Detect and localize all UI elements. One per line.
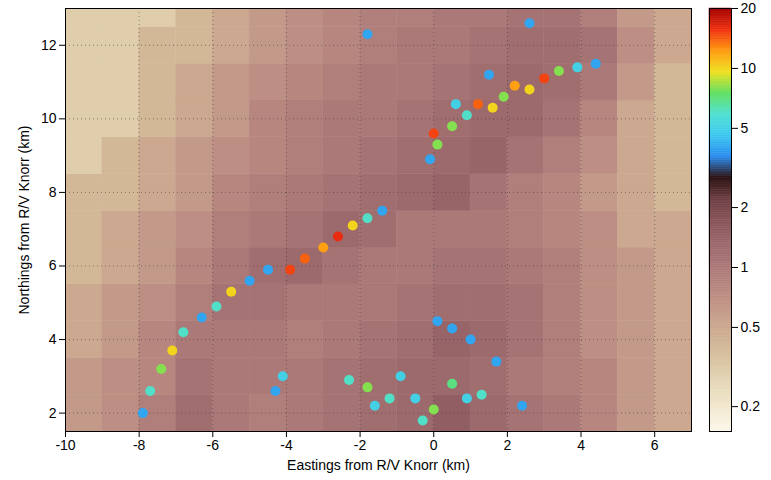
svg-text:0.2: 0.2 xyxy=(741,398,761,414)
svg-text:2: 2 xyxy=(49,405,57,421)
svg-text:10: 10 xyxy=(741,60,757,76)
svg-text:6: 6 xyxy=(651,437,659,453)
svg-text:5: 5 xyxy=(741,120,749,136)
svg-text:4: 4 xyxy=(49,331,57,347)
svg-text:-2: -2 xyxy=(354,437,367,453)
svg-text:2: 2 xyxy=(741,199,749,215)
svg-text:-10: -10 xyxy=(55,437,75,453)
svg-text:-6: -6 xyxy=(207,437,220,453)
svg-text:1: 1 xyxy=(741,259,749,275)
svg-text:Eastings from R/V Knorr (km): Eastings from R/V Knorr (km) xyxy=(287,457,470,473)
svg-text:8: 8 xyxy=(49,184,57,200)
svg-text:0: 0 xyxy=(430,437,438,453)
svg-text:-8: -8 xyxy=(133,437,146,453)
svg-text:6: 6 xyxy=(49,257,57,273)
svg-text:-4: -4 xyxy=(280,437,293,453)
svg-text:Northings from R/V Knorr (km): Northings from R/V Knorr (km) xyxy=(16,125,32,314)
svg-text:0.5: 0.5 xyxy=(741,319,761,335)
svg-text:10: 10 xyxy=(41,110,57,126)
svg-text:12: 12 xyxy=(41,37,57,53)
svg-text:2: 2 xyxy=(503,437,511,453)
svg-text:20: 20 xyxy=(741,0,757,16)
svg-text:4: 4 xyxy=(577,437,585,453)
